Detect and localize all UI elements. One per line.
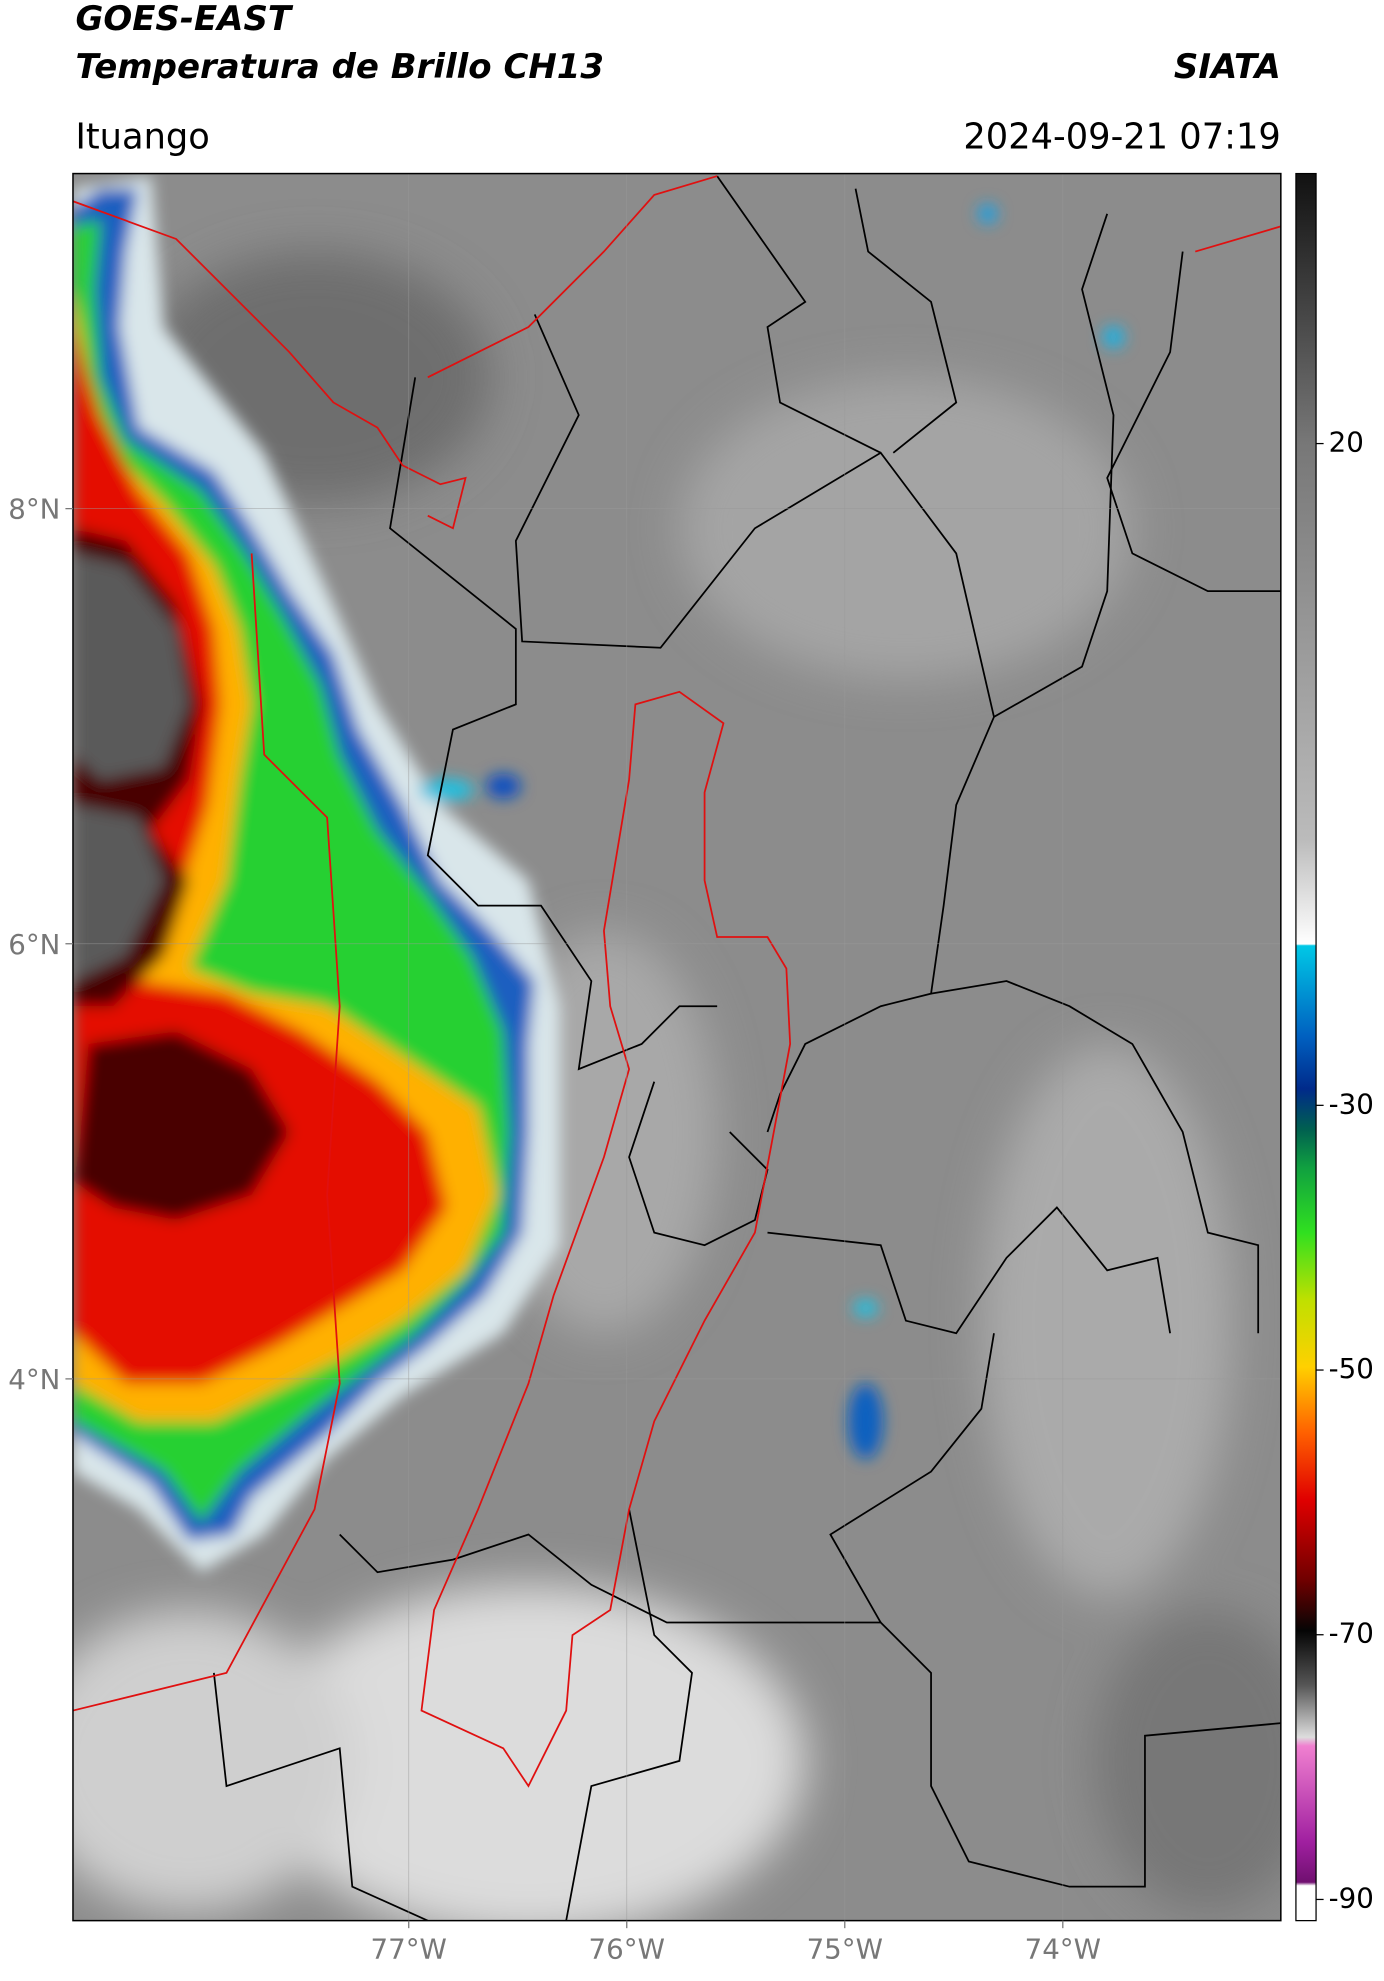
y-tick-label: 8°N xyxy=(8,493,60,526)
y-tick-label: 4°N xyxy=(8,1363,60,1396)
title: Temperatura de Brillo CH13 xyxy=(75,47,604,87)
colorbar-tick-label: -50 xyxy=(1329,1352,1374,1385)
ticks: 77°W 76°W 75°W 74°W 8°N 6°N 4°N 20 -30 -50 -70 -90 xyxy=(8,426,1374,1966)
map-frame xyxy=(72,172,1282,1922)
colorbar xyxy=(1295,172,1317,1922)
colorbar-tick-label: -70 xyxy=(1329,1617,1374,1650)
grid xyxy=(72,173,1281,1921)
satellite-image xyxy=(72,173,1281,1921)
x-tick-label: 76°W xyxy=(589,1932,665,1965)
x-tick-label: 75°W xyxy=(807,1932,883,1965)
datetime: 2024-09-21 07:19 xyxy=(963,116,1280,157)
x-tick-label: 77°W xyxy=(371,1932,447,1965)
source: SIATA xyxy=(1174,47,1281,87)
colorbar-tick-label: -30 xyxy=(1329,1087,1374,1120)
x-tick-label: 74°W xyxy=(1025,1932,1101,1965)
title: GOES-EAST xyxy=(75,0,293,39)
boundaries xyxy=(72,175,1281,1921)
colorbar-tick-label: -90 xyxy=(1329,1881,1374,1914)
colorbar-tick-label: 20 xyxy=(1329,426,1364,459)
location: Ituango xyxy=(75,116,209,157)
y-tick-label: 6°N xyxy=(8,928,60,961)
